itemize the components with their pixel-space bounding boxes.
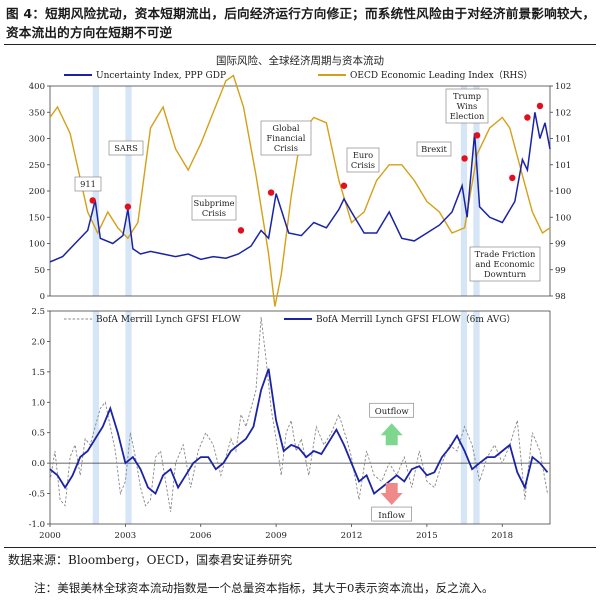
x-tick-label: 2009: [265, 531, 287, 541]
event-marker: [509, 174, 516, 182]
top-y2-tick-label: 102: [555, 108, 571, 118]
event-label-box: [469, 246, 541, 282]
gfsi-flow-6m-avg-line: [49, 368, 549, 496]
event-label: Subprime Crisis: [193, 198, 234, 218]
event-label-box: [346, 147, 380, 173]
top-y-tick-label: 150: [29, 213, 45, 223]
top-y2-tick-label: 99: [555, 266, 566, 276]
event-label-box: [445, 88, 489, 124]
event-label-box: [191, 195, 237, 221]
event-label: Euro Crisis: [351, 150, 375, 170]
figure-caption: 图 4：短期风险扰动，资本短期流出，后向经济运行方向修正；而系统性风险由于对经济…: [6, 6, 596, 40]
event-label: Global Financial Crisis: [267, 123, 306, 153]
event-marker: [89, 197, 96, 204]
legend-label-gfsi-flow: BofA Merrill Lynch GFSI FLOW: [96, 315, 241, 325]
top-y-tick-label: 0: [40, 292, 45, 302]
top-y-tick-label: 300: [29, 135, 45, 145]
x-tick-label: 2006: [190, 531, 212, 541]
event-marker: [524, 114, 531, 121]
gfsi-flow-line: [49, 317, 548, 512]
source-rule: [4, 547, 596, 548]
bottom-y-tick-label: 0.5: [31, 429, 45, 439]
legend-label-gfsi-6m: BofA Merrill Lynch GFSI FLOW（6m AVG）: [316, 314, 516, 325]
data-source: 数据来源：Bloomberg，OECD，国泰君安证券研究: [8, 553, 293, 567]
legend-label-uncertainty: Uncertainty Index, PPP GDP: [96, 71, 226, 81]
caption-rule: [4, 44, 596, 45]
bottom-event-band: [125, 311, 132, 524]
x-tick-label: 2015: [416, 531, 438, 541]
footnote: 注：美银美林全球资本流动指数是一个总量资本指标，其大于0表示资本流出，反之流入。: [34, 581, 494, 595]
bottom-y-tick-label: 2.5: [31, 307, 45, 317]
event-marker: [340, 182, 348, 189]
bottom-event-band: [92, 311, 99, 524]
event-marker: [267, 189, 275, 196]
inflow-label: Inflow: [378, 511, 406, 521]
top-y-tick-label: 200: [29, 187, 45, 197]
top-y2-tick-label: 102: [555, 82, 571, 92]
top-y-tick-label: 50: [34, 266, 45, 276]
top-event-band: [125, 86, 132, 296]
event-marker: [461, 155, 468, 162]
top-y-tick-label: 100: [29, 240, 45, 250]
x-tick-label: 2003: [115, 531, 137, 541]
inflow-down-arrow: [380, 483, 403, 506]
outflow-label: Outflow: [375, 407, 410, 417]
event-label-box: [260, 120, 312, 156]
top-event-band: [460, 86, 468, 296]
x-tick-label: 2012: [341, 531, 363, 541]
legend-label-oecd: OECD Economic Leading Index（RHS）: [350, 70, 533, 81]
bottom-y-tick-label: 0.0: [31, 459, 45, 469]
bottom-y-tick-label: 1.5: [31, 368, 45, 378]
top-y-tick-label: 250: [29, 161, 45, 171]
top-y2-tick-label: 100: [555, 187, 571, 197]
top-y2-tick-label: 99: [555, 240, 566, 250]
bottom-y-tick-label: 2.0: [31, 337, 45, 347]
top-y2-tick-label: 101: [555, 161, 571, 171]
event-marker: [536, 102, 544, 110]
outflow-up-arrow: [380, 423, 403, 446]
event-label: 911: [80, 179, 96, 189]
top-y-tick-label: 350: [29, 108, 45, 118]
chart-canvas: 国际风险、全球经济周期与资本流动 0 50 100 150 200 250 300 350 400…: [29, 54, 572, 541]
bottom-y-tick-label: 1.0: [31, 398, 45, 408]
bottom-y-tick-label: -1.0: [29, 520, 45, 530]
bottom-event-band: [460, 311, 468, 524]
event-label: SARS: [114, 143, 138, 153]
bottom-event-band: [473, 311, 480, 524]
x-tick-label: 2018: [491, 531, 513, 541]
outflow-label-box: [369, 402, 415, 418]
top-y2-tick-label: 100: [555, 213, 571, 223]
event-label-box: [74, 176, 102, 192]
top-chart-title: 国际风险、全球经济周期与资本流动: [216, 54, 384, 67]
event-label: Trump Wins Election: [450, 91, 485, 121]
top-y-tick-label: 400: [29, 82, 45, 92]
event-label-box: [416, 141, 452, 157]
bottom-y-tick-label: -0.5: [29, 490, 45, 500]
top-y2-tick-label: 98: [555, 292, 566, 302]
event-marker: [237, 227, 245, 234]
event-marker: [473, 132, 481, 139]
inflow-label-box: [371, 506, 413, 522]
event-label-box: [108, 140, 144, 156]
top-event-band: [473, 86, 480, 296]
event-marker: [124, 203, 132, 210]
top-y2-tick-label: 101: [555, 135, 571, 145]
x-tick-label: 2000: [39, 531, 61, 541]
uncertainty-index-line: [49, 112, 551, 263]
event-label: Trade Friction and Economic Downturn: [475, 249, 536, 279]
bottom-plot-frame: [49, 310, 551, 525]
event-label: Brexit: [421, 144, 447, 154]
